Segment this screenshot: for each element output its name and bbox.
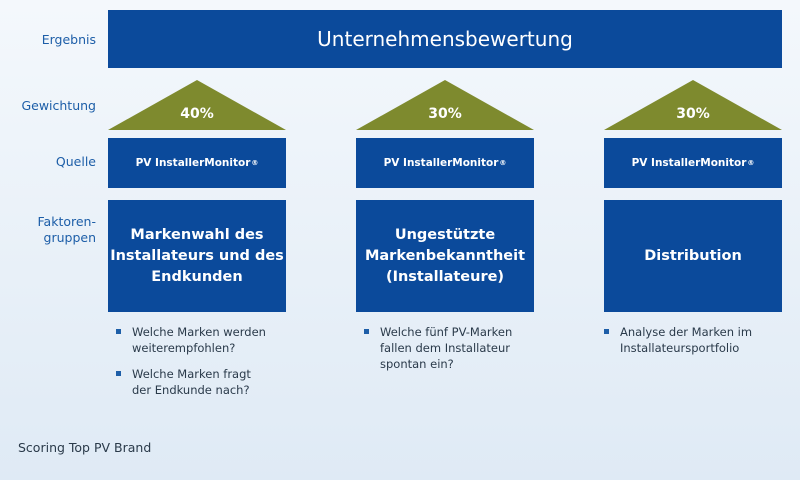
row-label-factor-groups-line2: gruppen (43, 230, 96, 245)
registered-mark-3: ® (747, 159, 755, 167)
banner-title: Unternehmensbewertung (317, 27, 573, 51)
source-label-2: PV InstallerMonitor (383, 157, 499, 169)
factor-2-line1: Ungestützte (394, 226, 496, 243)
source-label-3: PV InstallerMonitor (631, 157, 747, 169)
bullet-list-2: Welche fünf PV-Marken fallen dem Install… (358, 324, 554, 382)
list-item: Welche Marken werden weiterempfohlen? (110, 324, 306, 356)
bullet-list-1: Welche Marken werden weiterempfohlen? We… (110, 324, 306, 408)
weight-label-3: 30% (676, 106, 710, 122)
row-label-source: Quelle (55, 154, 96, 169)
triangle-shape-2 (356, 80, 534, 130)
list-item: Welche fünf PV-Marken fallen dem Install… (358, 324, 554, 372)
bullet-square-icon (604, 329, 609, 334)
row-label-weighting: Gewichtung (21, 98, 96, 113)
factor-1-line3: Endkunden (151, 268, 243, 285)
factor-2-line2: Markenbekanntheit (364, 247, 526, 264)
factor-box-2: Ungestützte Markenbekanntheit (Installat… (356, 200, 534, 312)
weight-triangle-2: 30% (356, 80, 534, 130)
row-label-factor-groups: Faktoren- gruppen (0, 214, 96, 246)
list-item: Analyse der Marken im Installateursportf… (598, 324, 794, 356)
triangle-shape-3 (604, 80, 782, 130)
registered-mark-1: ® (251, 159, 259, 167)
bullet-square-icon (364, 329, 369, 334)
triangle-shape-1 (108, 80, 286, 130)
result-banner: Unternehmensbewertung (108, 10, 782, 68)
bullet-square-icon (116, 329, 121, 334)
source-box-3: PV InstallerMonitor ® (604, 138, 782, 188)
row-label-result: Ergebnis (41, 32, 96, 47)
weight-label-1: 40% (180, 106, 214, 122)
factor-box-1: Markenwahl des Installateurs und des End… (108, 200, 286, 312)
weight-label-2: 30% (428, 106, 462, 122)
factor-2-line3: (Installateure) (385, 268, 505, 285)
registered-mark-2: ® (499, 159, 507, 167)
weight-triangle-1: 40% (108, 80, 286, 130)
factor-3-line1: Distribution (644, 247, 742, 264)
bullet-list-3: Analyse der Marken im Installateursportf… (598, 324, 794, 366)
list-item: Welche Marken fragt der Endkunde nach? (110, 366, 306, 398)
source-box-2: PV InstallerMonitor ® (356, 138, 534, 188)
factor-box-3: Distribution (604, 200, 782, 312)
footer-caption: Scoring Top PV Brand (18, 440, 152, 455)
weight-triangle-3: 30% (604, 80, 782, 130)
row-label-factor-groups-line1: Faktoren- (37, 214, 96, 229)
source-box-1: PV InstallerMonitor ® (108, 138, 286, 188)
source-label-1: PV InstallerMonitor (135, 157, 251, 169)
factor-1-line2: Installateurs und des (110, 247, 284, 264)
bullet-square-icon (116, 371, 121, 376)
factor-1-line1: Markenwahl des (130, 226, 264, 243)
